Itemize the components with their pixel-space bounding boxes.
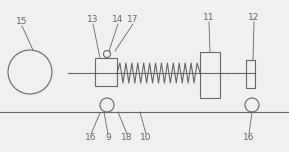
Text: 11: 11 [203, 14, 215, 22]
Bar [246, 60, 255, 88]
Bar [95, 58, 117, 86]
Bar [200, 52, 220, 98]
Text: 16: 16 [85, 133, 97, 143]
Text: 16: 16 [243, 133, 255, 143]
Text: 15: 15 [16, 17, 28, 26]
Text: 12: 12 [248, 14, 260, 22]
Text: 10: 10 [140, 133, 152, 143]
Text: 18: 18 [121, 133, 133, 143]
Text: 17: 17 [127, 16, 139, 24]
Circle shape [103, 50, 110, 57]
Text: 14: 14 [112, 16, 124, 24]
Text: 9: 9 [105, 133, 111, 143]
Text: 13: 13 [87, 16, 99, 24]
